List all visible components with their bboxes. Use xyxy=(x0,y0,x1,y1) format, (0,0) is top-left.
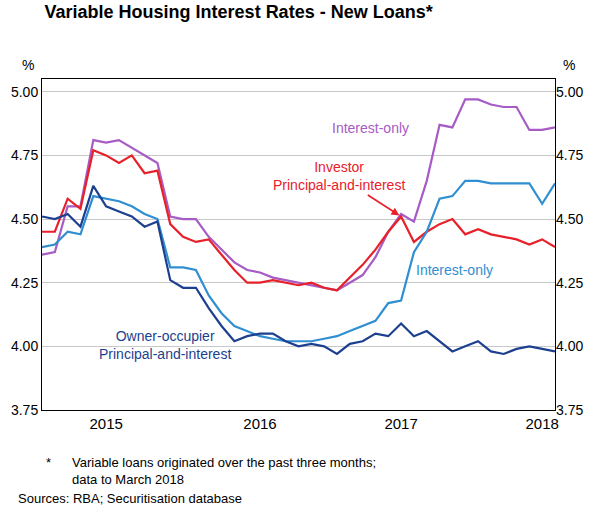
svg-text:*: * xyxy=(46,455,51,470)
svg-text:4.75: 4.75 xyxy=(11,147,38,163)
svg-text:2018: 2018 xyxy=(525,415,558,432)
svg-text:Sources: RBA; Securitisation d: Sources: RBA; Securitisation database xyxy=(18,491,242,506)
svg-text:Variable loans originated over: Variable loans originated over the past … xyxy=(72,455,376,487)
svg-text:Interest-only: Interest-only xyxy=(416,262,493,278)
svg-text:2017: 2017 xyxy=(384,415,417,432)
svg-text:2016: 2016 xyxy=(243,415,276,432)
svg-text:4.75: 4.75 xyxy=(556,147,583,163)
svg-text:5.00: 5.00 xyxy=(11,84,38,100)
svg-text:Interest-only: Interest-only xyxy=(332,120,409,136)
svg-text:4.25: 4.25 xyxy=(11,275,38,291)
svg-text:%: % xyxy=(563,57,575,73)
svg-text:3.75: 3.75 xyxy=(11,402,38,418)
svg-text:4.00: 4.00 xyxy=(556,338,583,354)
svg-text:Variable Housing Interest Rate: Variable Housing Interest Rates - New Lo… xyxy=(45,2,433,22)
svg-text:%: % xyxy=(22,57,34,73)
svg-text:Owner-occupierPrincipal-and-in: Owner-occupierPrincipal-and-interest xyxy=(99,328,231,362)
svg-text:4.25: 4.25 xyxy=(556,275,583,291)
svg-text:4.00: 4.00 xyxy=(11,338,38,354)
svg-text:2015: 2015 xyxy=(89,415,122,432)
svg-text:4.50: 4.50 xyxy=(11,211,38,227)
svg-text:5.00: 5.00 xyxy=(556,84,583,100)
svg-text:3.75: 3.75 xyxy=(556,402,583,418)
svg-text:4.50: 4.50 xyxy=(556,211,583,227)
svg-text:InvestorPrincipal-and-interest: InvestorPrincipal-and-interest xyxy=(273,159,405,193)
